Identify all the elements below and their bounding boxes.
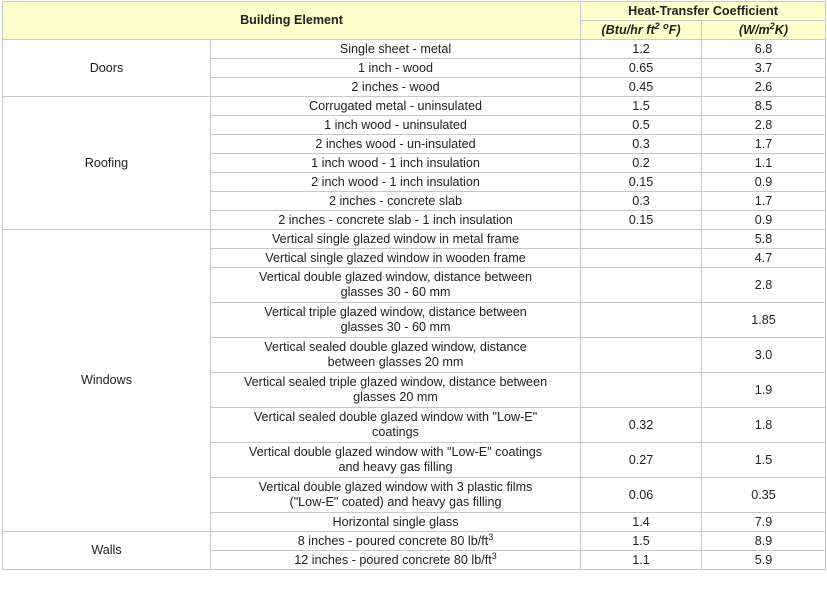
si-value: 1.85 [701, 302, 827, 338]
element-cell: Vertical single glazed window in metal f… [209, 229, 582, 249]
heat-transfer-table: Building Element Heat-Transfer Coefficie… [1, 1, 827, 570]
table-row: Windows Vertical single glazed window in… [2, 229, 827, 532]
si-value: 3.7 [701, 58, 827, 78]
header-row-1: Building Element Heat-Transfer Coefficie… [1, 1, 827, 40]
imperial-value: 0.3 [580, 134, 703, 154]
table-row: Doors Single sheet - metal 1.2 6.8 [2, 39, 827, 97]
element-cell: Horizontal single glass [209, 512, 582, 532]
si-value: 7.9 [701, 512, 827, 532]
group-label-roofing: Roofing [2, 96, 211, 230]
table-row: 12 inches - poured concrete 80 lb/ft3 1.… [3, 550, 827, 570]
si-value: 1.5 [701, 442, 827, 478]
table-row: Vertical single glazed window in wooden … [3, 248, 827, 268]
unit-imperial-header: (Btu/hr ft2 oF) [580, 20, 703, 40]
element-cell: 1 inch wood - uninsulated [209, 115, 582, 135]
element-cell: 2 inch wood - 1 inch insulation [209, 172, 582, 192]
imperial-value [580, 229, 703, 249]
element-cell: Vertical sealed double glazed window wit… [209, 407, 582, 443]
element-cell: Vertical sealed double glazed window, di… [209, 337, 582, 373]
imperial-value: 1.4 [580, 512, 703, 532]
element-cell: Single sheet - metal [209, 39, 582, 59]
element-cell: Vertical single glazed window in wooden … [209, 248, 582, 268]
table-row: Horizontal single glass 1.4 7.9 [3, 512, 827, 532]
table-row: Roofing Corrugated metal - uninsulated 1… [2, 96, 827, 230]
si-value: 0.9 [701, 210, 827, 230]
imperial-value: 1.1 [580, 550, 703, 570]
imperial-value: 0.45 [580, 77, 703, 97]
si-value: 1.7 [701, 134, 827, 154]
imperial-value: 1.2 [580, 39, 703, 59]
imperial-value: 0.32 [580, 407, 703, 443]
table-row: 1 inch wood - uninsulated 0.5 2.8 [3, 115, 827, 135]
imperial-value: 0.27 [580, 442, 703, 478]
element-cell: 2 inches - wood [209, 77, 582, 97]
element-cell: Vertical triple glazed window, distance … [209, 302, 582, 338]
si-value: 2.8 [701, 267, 827, 303]
table-row: Vertical sealed triple glazed window, di… [3, 372, 827, 408]
element-cell: Vertical double glazed window with 3 pla… [209, 477, 582, 513]
table-row: Vertical sealed double glazed window, di… [3, 337, 827, 373]
imperial-value: 0.15 [580, 172, 703, 192]
element-cell: 1 inch - wood [209, 58, 582, 78]
element-cell: 8 inches - poured concrete 80 lb/ft3 [209, 531, 582, 551]
element-cell: 1 inch wood - 1 inch insulation [209, 153, 582, 173]
element-cell: Corrugated metal - uninsulated [209, 96, 582, 116]
imperial-value [580, 248, 703, 268]
imperial-value [580, 372, 703, 408]
group-label-walls: Walls [2, 531, 211, 570]
imperial-value: 0.5 [580, 115, 703, 135]
imperial-value: 0.65 [580, 58, 703, 78]
si-value: 5.8 [701, 229, 827, 249]
si-value: 1.8 [701, 407, 827, 443]
element-cell: Vertical sealed triple glazed window, di… [209, 372, 582, 408]
header-row-2: (Btu/hr ft2 oF) (W/m2K) [3, 20, 827, 40]
si-value: 6.8 [701, 39, 827, 59]
si-value: 5.9 [701, 550, 827, 570]
imperial-value [580, 302, 703, 338]
si-value: 8.9 [701, 531, 827, 551]
si-value: 0.9 [701, 172, 827, 192]
si-value: 1.7 [701, 191, 827, 211]
si-value: 4.7 [701, 248, 827, 268]
group-label-doors: Doors [2, 39, 211, 97]
si-value: 2.8 [701, 115, 827, 135]
si-value: 8.5 [701, 96, 827, 116]
table-row: Walls 8 inches - poured concrete 80 lb/f… [2, 531, 827, 570]
coefficient-header: Heat-Transfer Coefficient [580, 1, 827, 21]
building-element-header: Building Element [1, 1, 582, 40]
element-cell: Vertical double glazed window with "Low-… [209, 442, 582, 478]
element-cell: 2 inches - concrete slab - 1 inch insula… [209, 210, 582, 230]
imperial-value [580, 267, 703, 303]
imperial-value: 0.06 [580, 477, 703, 513]
element-cell: 12 inches - poured concrete 80 lb/ft3 [209, 550, 582, 570]
table-row: 2 inch wood - 1 inch insulation 0.15 0.9 [3, 172, 827, 192]
imperial-value: 1.5 [580, 96, 703, 116]
si-value: 1.1 [701, 153, 827, 173]
imperial-value: 0.15 [580, 210, 703, 230]
group-label-windows: Windows [2, 229, 211, 532]
element-cell: 2 inches wood - un-insulated [209, 134, 582, 154]
table-row: 2 inches wood - un-insulated 0.3 1.7 [3, 134, 827, 154]
imperial-value: 0.3 [580, 191, 703, 211]
imperial-value: 1.5 [580, 531, 703, 551]
si-value: 3.0 [701, 337, 827, 373]
si-value: 1.9 [701, 372, 827, 408]
element-cell: 2 inches - concrete slab [209, 191, 582, 211]
imperial-value: 0.2 [580, 153, 703, 173]
unit-si-header: (W/m2K) [701, 20, 827, 40]
element-cell: Vertical double glazed window, distance … [209, 267, 582, 303]
si-value: 2.6 [701, 77, 827, 97]
si-value: 0.35 [701, 477, 827, 513]
imperial-value [580, 337, 703, 373]
